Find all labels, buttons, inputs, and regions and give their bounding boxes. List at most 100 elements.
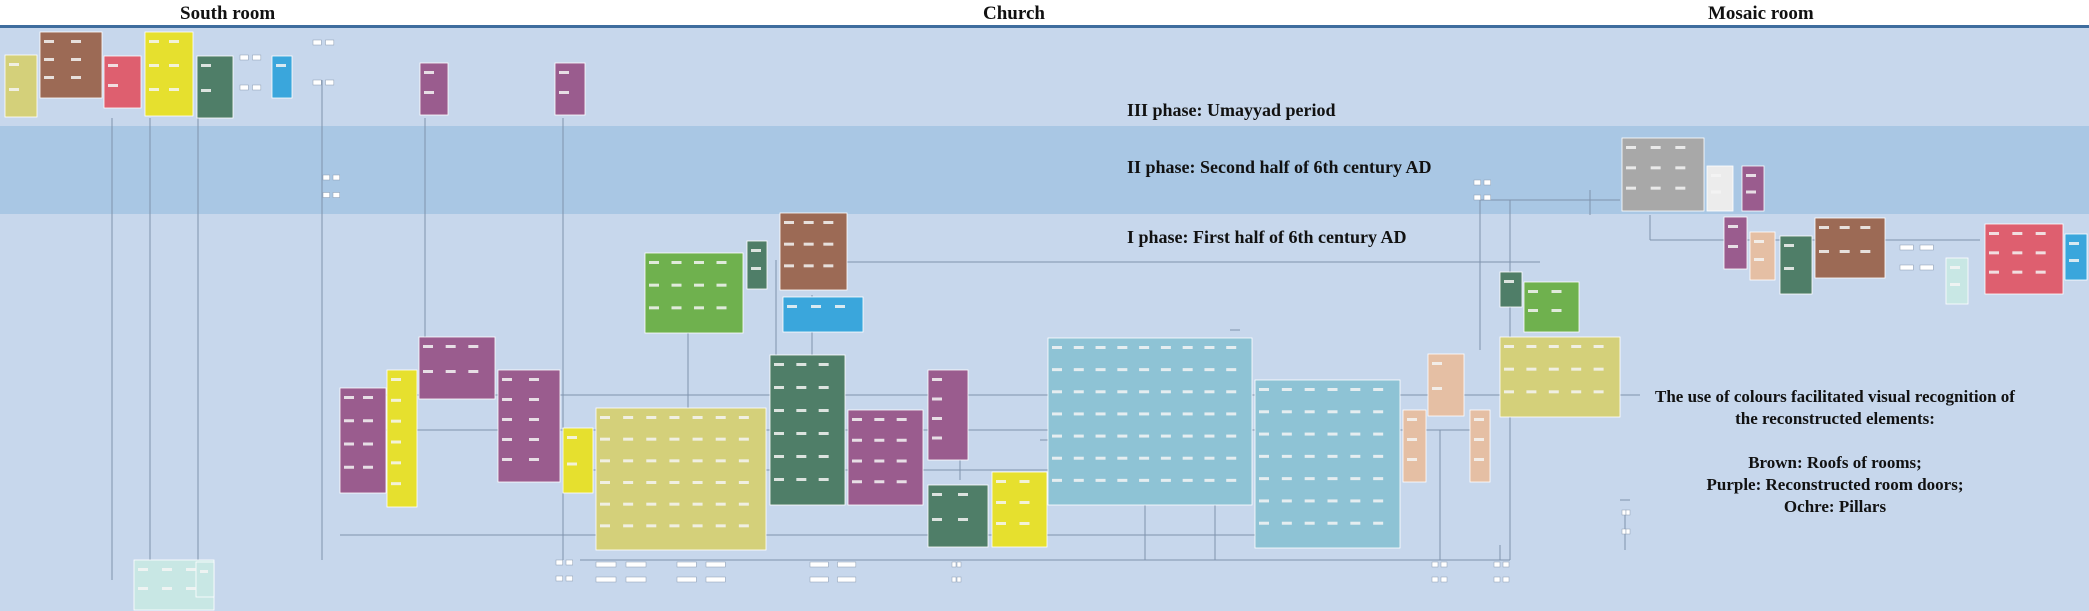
unit-label — [896, 480, 907, 484]
unit-label — [1350, 521, 1361, 525]
unit-label — [623, 437, 634, 441]
header-mosaic-room: Mosaic room — [1708, 3, 1814, 24]
unit-label — [1571, 390, 1582, 394]
unit-label — [1095, 412, 1106, 416]
unit-label — [1226, 346, 1237, 349]
unit-label — [623, 459, 634, 463]
unit-node — [1919, 264, 1934, 271]
unit-label — [932, 378, 942, 381]
unit-label — [1281, 477, 1292, 481]
unit-label — [1839, 226, 1850, 229]
unit-label — [646, 502, 657, 506]
unit-node — [676, 561, 697, 568]
unit-label — [774, 455, 784, 458]
unit-label — [1281, 521, 1292, 525]
unit-label — [1304, 521, 1315, 525]
unit-label — [71, 76, 81, 79]
color-block — [144, 31, 194, 117]
unit-label — [1675, 186, 1686, 190]
unit-node — [312, 39, 322, 46]
color-block — [847, 409, 924, 506]
unit-label — [669, 524, 680, 528]
unit-label — [1182, 478, 1193, 482]
unit-label — [1593, 390, 1604, 394]
unit-label — [276, 64, 286, 67]
unit-label — [1226, 434, 1237, 438]
unit-label — [646, 524, 657, 528]
unit-label — [818, 409, 829, 412]
unit-label — [1073, 434, 1084, 438]
unit-label — [1095, 478, 1106, 482]
color-block — [595, 407, 767, 551]
unit-node — [1431, 561, 1439, 568]
unit-label — [1160, 412, 1171, 416]
unit-node — [239, 84, 249, 91]
unit-label — [1860, 250, 1871, 253]
unit-label — [1432, 362, 1442, 365]
unit-label — [774, 409, 784, 412]
unit-label — [1504, 367, 1514, 371]
unit-label — [2012, 270, 2023, 274]
unit-label — [44, 58, 54, 61]
unit-node — [1493, 561, 1501, 568]
unit-label — [823, 242, 834, 246]
unit-label — [529, 438, 539, 441]
unit-label — [803, 221, 814, 224]
unit-label — [715, 416, 726, 419]
unit-label — [1373, 499, 1384, 503]
legend-note-line: Ochre: Pillars — [1783, 497, 1887, 516]
header-south-room: South room — [180, 3, 276, 24]
unit-label — [344, 442, 354, 446]
unit-label — [1073, 412, 1084, 416]
phase-band-iii — [0, 28, 2089, 126]
unit-label — [600, 481, 610, 484]
unit-label — [784, 242, 794, 246]
unit-node — [565, 559, 573, 566]
unit-label — [623, 524, 634, 528]
color-block — [1254, 379, 1401, 549]
unit-label — [1728, 225, 1738, 228]
unit-label — [162, 568, 172, 571]
unit-label — [1073, 368, 1084, 372]
color-block — [386, 369, 418, 508]
unit-label — [1474, 438, 1484, 441]
color-block — [769, 354, 846, 506]
unit-label — [874, 438, 885, 442]
unit-label — [391, 378, 401, 381]
unit-label — [186, 587, 196, 590]
legend-note-line: The use of colours facilitated visual re… — [1655, 387, 2015, 406]
unit-label — [1226, 368, 1237, 372]
color-block — [1945, 257, 1969, 305]
unit-label — [2035, 232, 2046, 235]
unit-label — [44, 76, 54, 79]
color-block — [1984, 223, 2064, 295]
unit-label — [529, 458, 539, 461]
unit-label — [874, 480, 885, 484]
unit-label — [391, 398, 401, 402]
unit-label — [1160, 346, 1171, 349]
unit-label — [1504, 390, 1514, 394]
unit-label — [692, 502, 703, 506]
unit-label — [1204, 346, 1215, 349]
unit-label — [1350, 432, 1361, 436]
unit-label — [1989, 251, 1999, 255]
unit-label — [1304, 388, 1315, 391]
color-block — [1523, 281, 1580, 333]
unit-label — [1073, 346, 1084, 349]
unit-label — [1019, 480, 1030, 483]
unit-label — [896, 459, 907, 463]
unit-label — [1528, 309, 1538, 312]
unit-label — [600, 416, 610, 419]
phase-band-ii — [0, 126, 2089, 214]
unit-label — [623, 481, 634, 484]
unit-label — [1526, 367, 1537, 371]
unit-label — [1052, 368, 1062, 372]
unit-label — [716, 283, 727, 287]
unit-label — [751, 267, 761, 270]
unit-label — [646, 437, 657, 441]
unit-label — [932, 397, 942, 401]
unit-node — [1899, 264, 1914, 271]
unit-label — [1373, 454, 1384, 458]
unit-label — [1052, 390, 1062, 394]
unit-label — [1117, 412, 1128, 416]
